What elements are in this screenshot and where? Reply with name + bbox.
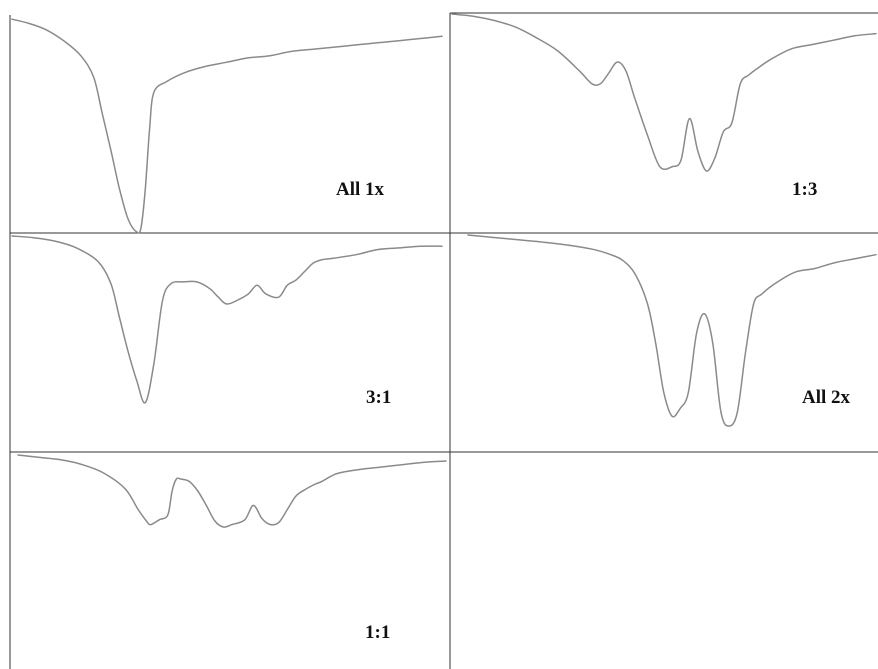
panel-all-2x: All 2x bbox=[467, 234, 877, 427]
panel-label-1-3: 1:3 bbox=[792, 179, 817, 200]
panel-label-all-1x: All 1x bbox=[336, 179, 385, 200]
spectrum-curve-all-1x bbox=[11, 18, 443, 234]
panel-label-3-1: 3:1 bbox=[366, 387, 391, 408]
panel-label-all-2x: All 2x bbox=[802, 387, 851, 408]
panel-1-3: 1:3 bbox=[451, 13, 877, 200]
panel-label-1-1: 1:1 bbox=[365, 622, 390, 643]
spectrum-curve-1-1 bbox=[17, 454, 447, 528]
spectrum-curve-3-1 bbox=[11, 235, 443, 404]
panel-frame bbox=[9, 12, 878, 669]
panel-3-1: 3:1 bbox=[11, 235, 443, 408]
spectrum-curve-all-2x bbox=[467, 234, 877, 427]
panel-1-1: 1:1 bbox=[17, 454, 447, 643]
panel-all-1x: All 1x bbox=[11, 18, 443, 234]
spectrum-curve-1-3 bbox=[451, 13, 877, 172]
